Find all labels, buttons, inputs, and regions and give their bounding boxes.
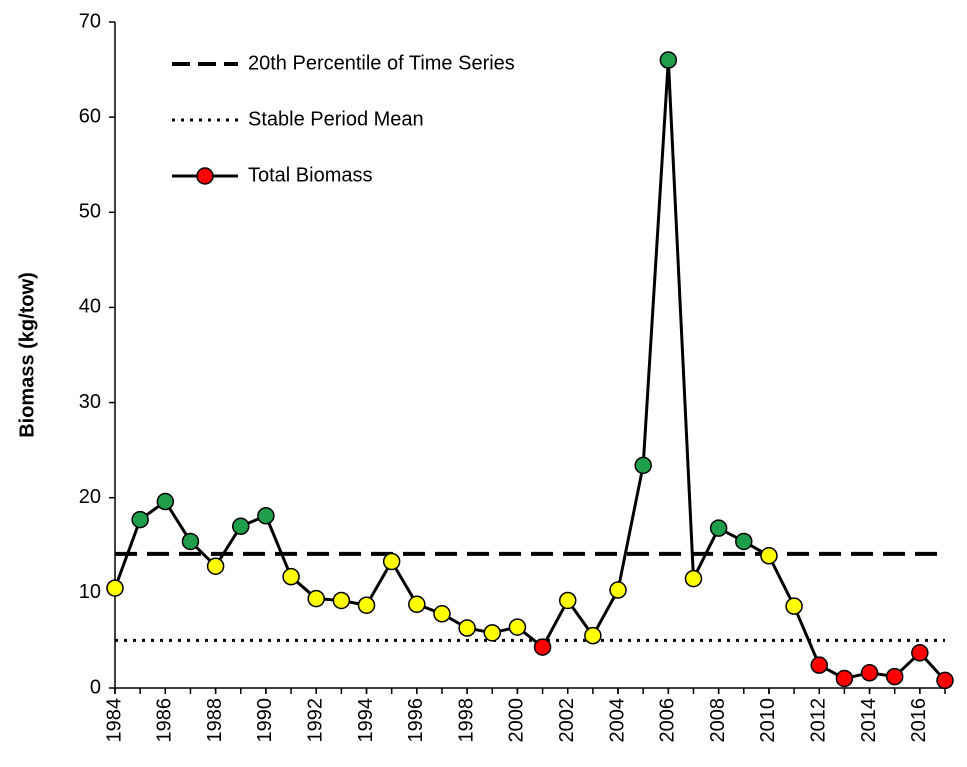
y-tick-label: 10 — [79, 581, 101, 603]
data-point — [911, 644, 929, 662]
y-tick-label: 40 — [79, 296, 101, 318]
data-point — [885, 667, 904, 686]
x-tick-label: 1998 — [455, 698, 477, 743]
y-tick-label: 50 — [79, 201, 101, 223]
data-point — [860, 664, 879, 682]
legend-marker — [196, 167, 214, 185]
x-tick-label: 2002 — [556, 698, 578, 743]
data-point — [257, 507, 275, 525]
legend-label: Total Biomass — [248, 164, 373, 186]
data-point — [735, 532, 753, 551]
x-tick-label: 2006 — [657, 698, 679, 743]
data-point — [760, 547, 778, 565]
data-point — [282, 567, 300, 586]
legend-label: Stable Period Mean — [248, 108, 424, 130]
data-point — [307, 589, 325, 608]
data-point — [206, 557, 225, 575]
y-tick-label: 30 — [79, 391, 101, 413]
data-point — [709, 519, 728, 537]
data-point — [684, 569, 703, 588]
x-tick-label: 1992 — [304, 698, 326, 743]
series-line — [113, 58, 947, 682]
x-tick-label: 2014 — [858, 698, 880, 743]
legend-label: 20th Percentile of Time Series — [248, 52, 515, 74]
x-tick-label: 1988 — [204, 698, 226, 743]
data-point — [584, 626, 602, 645]
data-point — [433, 605, 451, 623]
data-point — [835, 669, 854, 688]
data-point — [332, 591, 351, 610]
data-point — [483, 624, 502, 642]
x-tick-label: 2004 — [606, 698, 628, 743]
data-point — [533, 638, 552, 656]
data-point — [634, 456, 652, 475]
x-tick-label: 2008 — [707, 698, 729, 743]
x-tick-label: 1994 — [355, 698, 377, 743]
data-point — [458, 619, 476, 637]
y-tick-label: 70 — [79, 10, 101, 32]
x-tick-label: 1990 — [254, 698, 276, 743]
data-point — [508, 618, 527, 636]
x-tick-label: 2016 — [908, 698, 930, 743]
data-point — [558, 591, 577, 610]
data-point — [785, 597, 803, 615]
data-point — [357, 596, 376, 614]
y-tick-label: 60 — [79, 105, 101, 127]
data-point — [106, 579, 124, 597]
x-tick-label: 1996 — [405, 698, 427, 743]
y-tick-label: 20 — [79, 486, 101, 508]
x-tick-label: 1986 — [154, 698, 176, 743]
data-point — [181, 532, 200, 551]
x-tick-label: 2000 — [506, 698, 528, 743]
x-tick-label: 1984 — [103, 698, 125, 743]
x-tick-label: 2010 — [757, 698, 779, 743]
data-point — [936, 671, 954, 690]
y-axis-label: Biomass (kg/tow) — [16, 272, 38, 438]
data-point — [810, 656, 828, 674]
data-point — [609, 581, 627, 599]
data-point — [131, 510, 149, 529]
data-point — [232, 517, 250, 536]
data-point — [156, 492, 175, 511]
data-point — [408, 595, 426, 614]
data-point — [659, 51, 678, 69]
x-tick-label: 2012 — [808, 698, 830, 743]
y-tick-label: 0 — [90, 676, 101, 698]
data-point — [382, 552, 401, 571]
